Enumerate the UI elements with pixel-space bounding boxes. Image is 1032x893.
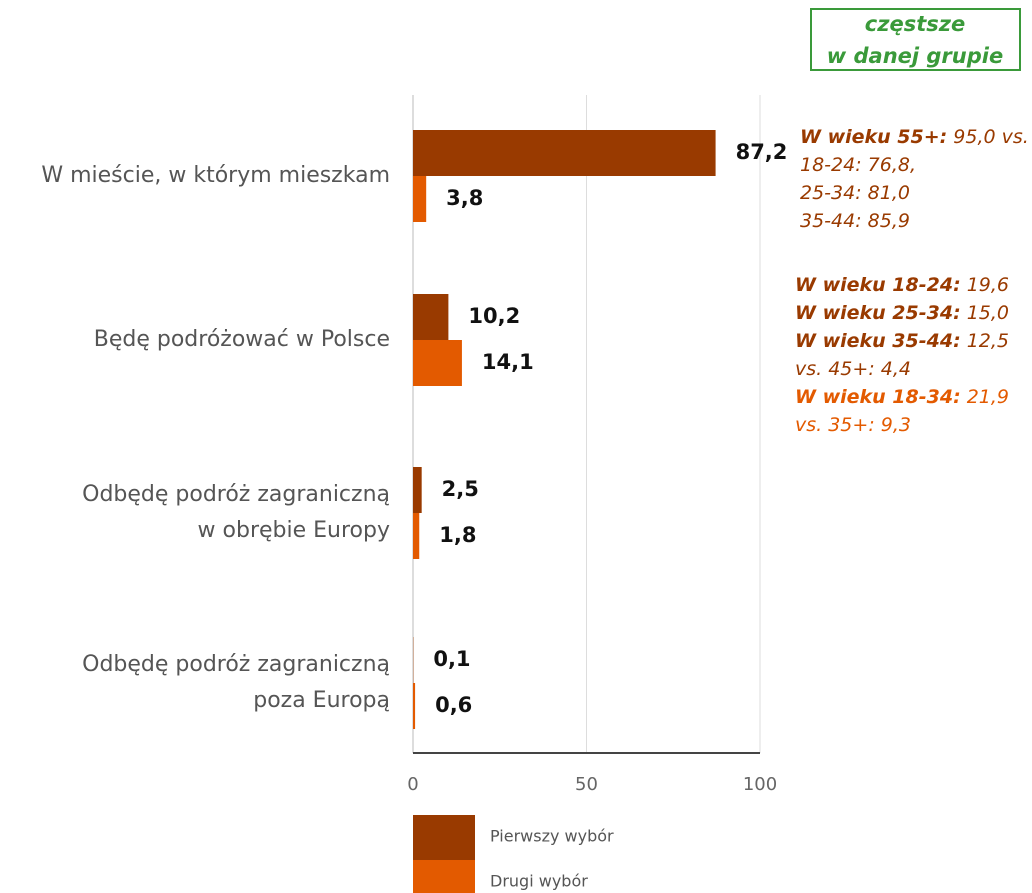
annotation-span: 95,0 vs. (947, 126, 1029, 148)
bar (413, 130, 716, 176)
category-label: Odbędę podróż zagraniczną poza Europą (82, 652, 390, 713)
annotation-line: W wieku 18-24: 19,6 (795, 274, 1009, 296)
annotation-line: W wieku 18-34: 21,9 (795, 386, 1009, 408)
annotation-line: W wieku 25-34: 15,0 (795, 302, 1009, 324)
annotation-span: 18-24: 76,8, (800, 154, 916, 176)
category-line: Odbędę podróż zagraniczną (82, 482, 390, 507)
bar (413, 513, 420, 559)
annotation-span: 12,5 (961, 330, 1009, 352)
annotation-line: W wieku 35-44: 12,5 (795, 330, 1009, 352)
annotation-span: vs. 45+: 4,4 (795, 358, 911, 380)
category-line: Będę podróżować w Polsce (94, 327, 390, 352)
annotation-span: vs. 35+: 9,3 (795, 414, 911, 436)
value-label: 3,8 (446, 186, 483, 210)
value-label: 1,8 (439, 523, 476, 547)
annotation-line: 18-24: 76,8, (800, 154, 916, 176)
value-label: 87,2 (736, 140, 788, 164)
note-box (810, 8, 1021, 71)
bar (413, 294, 449, 340)
bar (413, 683, 416, 729)
category-label: Odbędę podróż zagraniczną w obrębie Europ… (82, 482, 390, 543)
category-label: W mieście, w którym mieszkam (41, 163, 390, 188)
value-label: 14,1 (482, 350, 534, 374)
annotation-span: W wieku 55+: (800, 126, 947, 148)
annotation-line: vs. 35+: 9,3 (795, 414, 911, 436)
value-label: 10,2 (468, 304, 520, 328)
x-tick-label: 0 (407, 774, 418, 795)
category-line: W mieście, w którym mieszkam (41, 163, 390, 188)
annotation-line: vs. 45+: 4,4 (795, 358, 911, 380)
category-label: Będę podróżować w Polsce (94, 327, 390, 352)
annotation-span: 19,6 (961, 274, 1009, 296)
legend-swatch (413, 860, 475, 893)
legend-label: Pierwszy wybór (490, 827, 614, 846)
annotation-span: 35-44: 85,9 (800, 210, 910, 232)
value-label: 0,1 (433, 647, 470, 671)
legend-label: Drugi wybór (490, 872, 588, 891)
legend-swatch (413, 815, 475, 860)
annotation-line: 25-34: 81,0 (800, 182, 910, 204)
category-line: w obrębie Europy (198, 518, 390, 543)
annotation-span: W wieku 18-34: (795, 386, 961, 408)
value-label: 2,5 (442, 477, 479, 501)
annotation-span: W wieku 35-44: (795, 330, 961, 352)
note-box-text: częstsze (865, 12, 965, 36)
annotation-span: 21,9 (961, 386, 1009, 408)
annotation-span: W wieku 25-34: (795, 302, 961, 324)
value-label: 0,6 (435, 693, 472, 717)
category-line: Odbędę podróż zagraniczną (82, 652, 390, 677)
note-box-text: w danej grupie (827, 44, 1003, 68)
bar (413, 467, 422, 513)
bar (413, 340, 462, 386)
annotation-line: 35-44: 85,9 (800, 210, 910, 232)
bar (413, 176, 427, 222)
x-tick-label: 50 (575, 774, 598, 795)
annotation-span: W wieku 18-24: (795, 274, 961, 296)
annotation-span: 25-34: 81,0 (800, 182, 910, 204)
x-tick-label: 100 (743, 774, 777, 795)
annotation-span: 15,0 (961, 302, 1009, 324)
annotation-line: W wieku 55+: 95,0 vs. (800, 126, 1029, 148)
category-line: poza Europą (253, 688, 390, 713)
